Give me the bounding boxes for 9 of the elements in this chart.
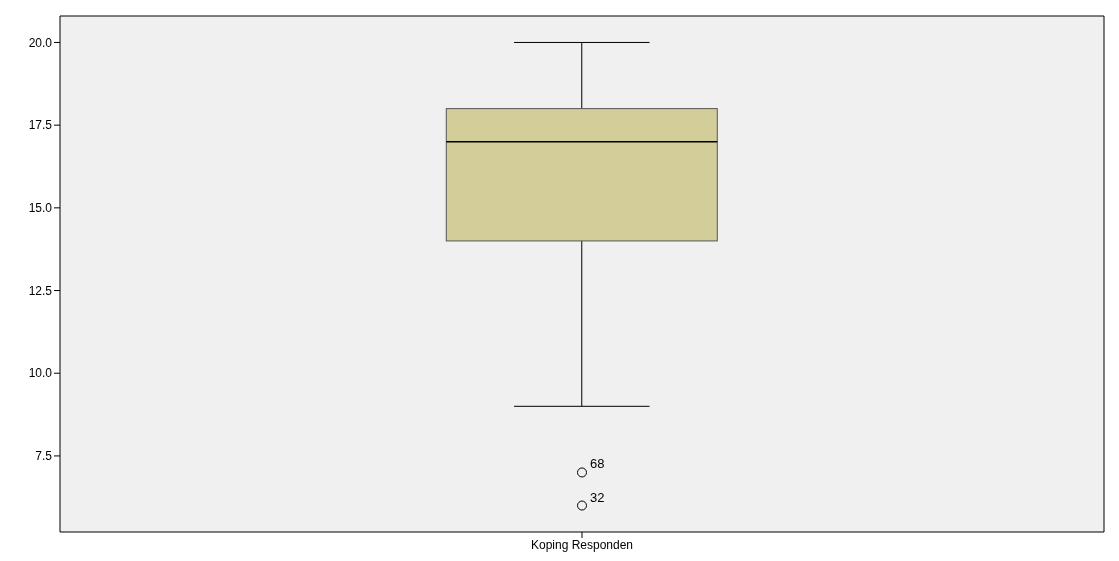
x-tick-label: Koping Responden bbox=[530, 537, 634, 552]
y-tick-label: 12.5 bbox=[28, 283, 53, 298]
y-tick-label: 20.0 bbox=[28, 35, 53, 50]
y-tick-label: 7.5 bbox=[35, 449, 53, 464]
y-tick-label: 10.0 bbox=[28, 366, 53, 381]
annotation: 32 bbox=[590, 489, 605, 505]
y-tick-label: 17.5 bbox=[28, 118, 53, 133]
y-tick-label: 15.0 bbox=[28, 201, 53, 216]
annotation: 68 bbox=[590, 456, 605, 472]
